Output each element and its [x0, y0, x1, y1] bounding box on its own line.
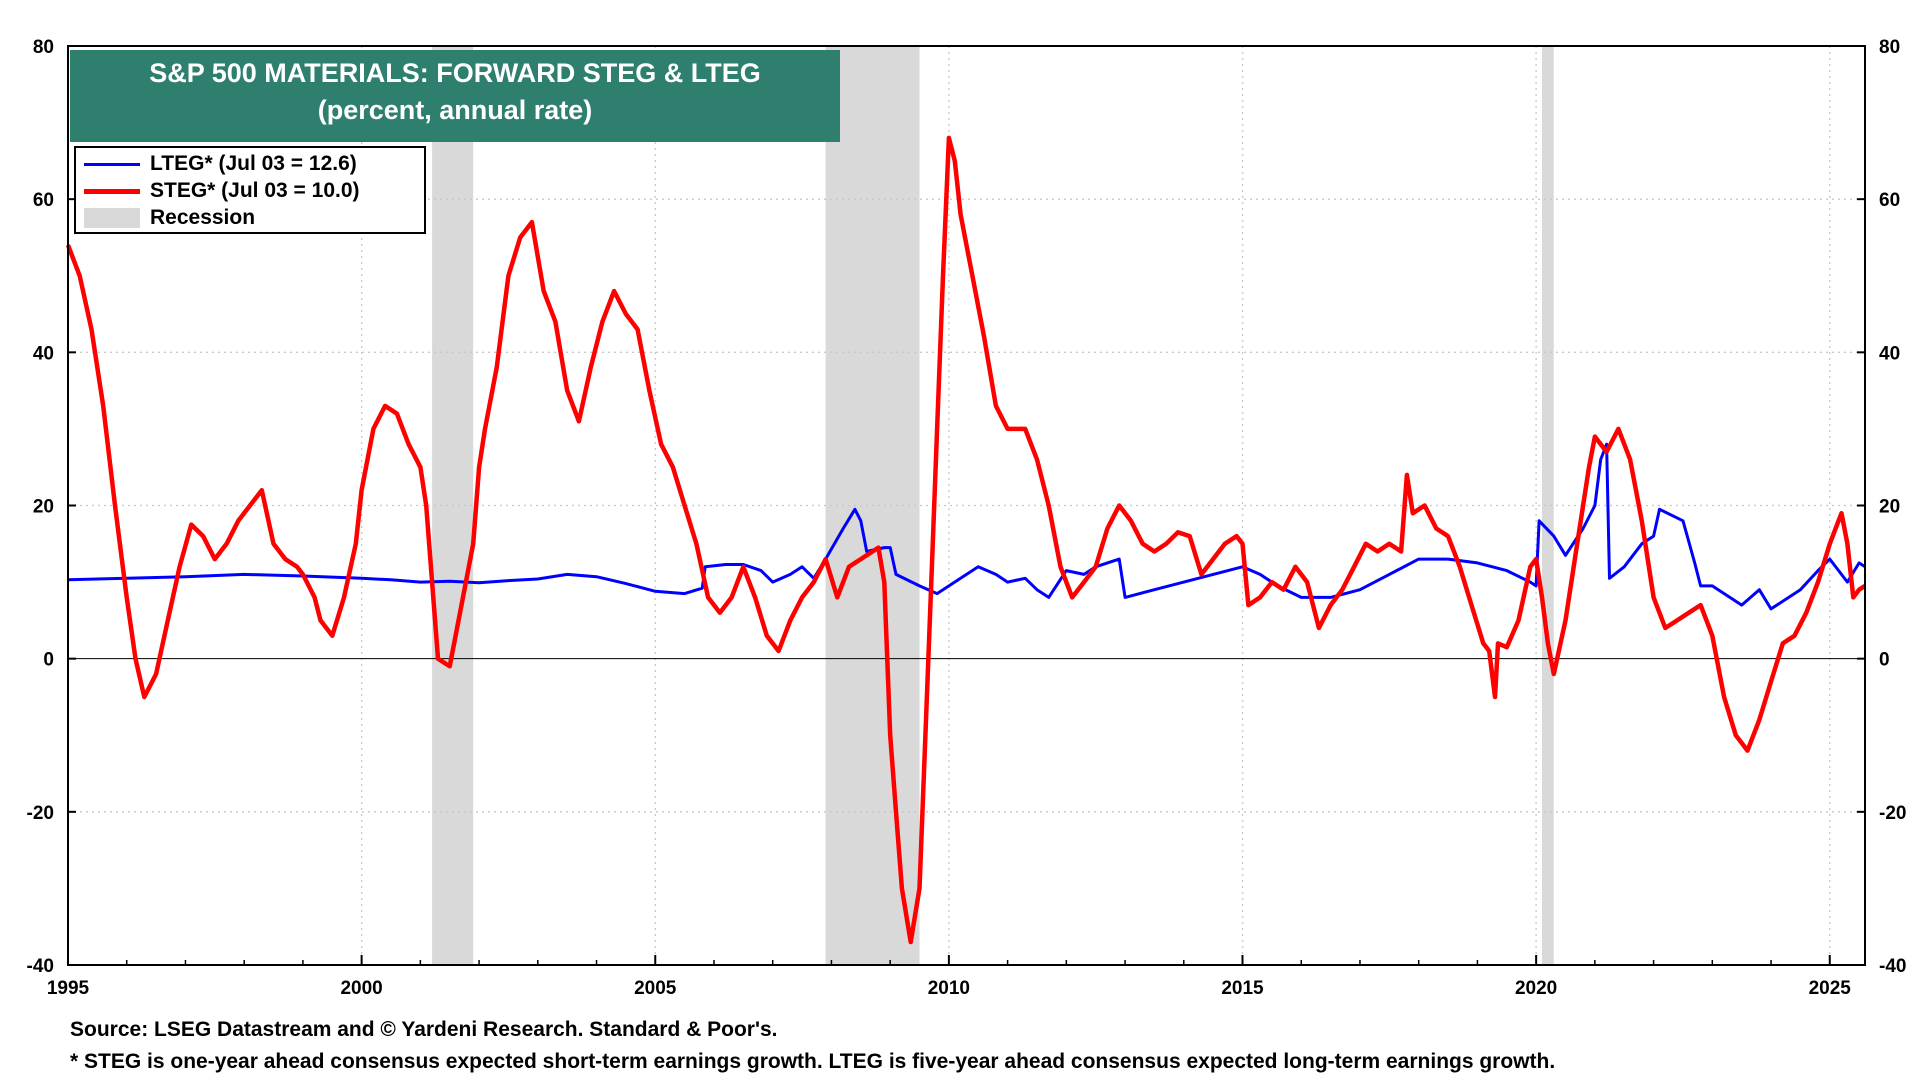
y-tick-label-left-2: 40: [33, 343, 54, 364]
y-tick-label-right-1: 60: [1879, 190, 1900, 211]
y-tick-label-right-3: 20: [1879, 497, 1900, 518]
legend-item-lteg: LTEG* (Jul 03 = 12.6): [84, 152, 357, 176]
legend-swatch-lteg: [84, 162, 140, 166]
x-tick-label-1: 2000: [340, 978, 382, 999]
axes: [67, 45, 1866, 966]
x-tick-label-2: 2005: [634, 978, 677, 999]
legend-item-recession: Recession: [84, 206, 255, 230]
chart-title-box: S&P 500 MATERIALS: FORWARD STEG & LTEG (…: [70, 50, 840, 142]
legend-label-steg: STEG* (Jul 03 = 10.0): [150, 179, 360, 202]
series-line-lteg: [67, 442, 1866, 611]
x-tick-label-4: 2015: [1221, 978, 1264, 999]
y-tick-label-left-3: 20: [33, 497, 54, 518]
y-tick-label-right-6: -40: [1879, 956, 1906, 977]
legend-label-recession: Recession: [150, 206, 256, 229]
y-tick-label-left-6: -40: [27, 956, 54, 977]
y-tick-label-left-1: 60: [33, 190, 54, 211]
x-tick-label-3: 2010: [928, 978, 970, 999]
series-lines: [65, 135, 1867, 945]
y-tick-label-right-0: 80: [1879, 37, 1900, 58]
y-tick-label-right-5: -20: [1879, 803, 1906, 824]
footer-source: Source: LSEG Datastream and © Yardeni Re…: [70, 1018, 778, 1041]
y-tick-label-left-4: 0: [43, 650, 54, 671]
legend-swatch-steg: [84, 188, 140, 194]
x-tick-label-6: 2025: [1809, 978, 1852, 999]
legend: LTEG* (Jul 03 = 12.6) STEG* (Jul 03 = 10…: [74, 146, 426, 234]
legend-swatch-recession: [84, 208, 140, 228]
y-tick-label-right-4: 0: [1879, 650, 1890, 671]
legend-label-lteg: LTEG* (Jul 03 = 12.6): [150, 152, 357, 175]
series-line-steg: [65, 135, 1867, 945]
chart-subtitle: (percent, annual rate): [317, 95, 593, 125]
x-tick-label-0: 1995: [47, 978, 90, 999]
chart-title: S&P 500 MATERIALS: FORWARD STEG & LTEG: [149, 58, 761, 88]
x-tick-label-5: 2020: [1515, 978, 1557, 999]
y-tick-label-left-5: -20: [27, 803, 54, 824]
legend-item-steg: STEG* (Jul 03 = 10.0): [84, 179, 360, 203]
y-tick-label-right-2: 40: [1879, 343, 1900, 364]
footer-note: * STEG is one-year ahead consensus expec…: [70, 1050, 1556, 1073]
y-tick-label-left-0: 80: [33, 37, 54, 58]
recession-band-2: [1542, 46, 1554, 965]
